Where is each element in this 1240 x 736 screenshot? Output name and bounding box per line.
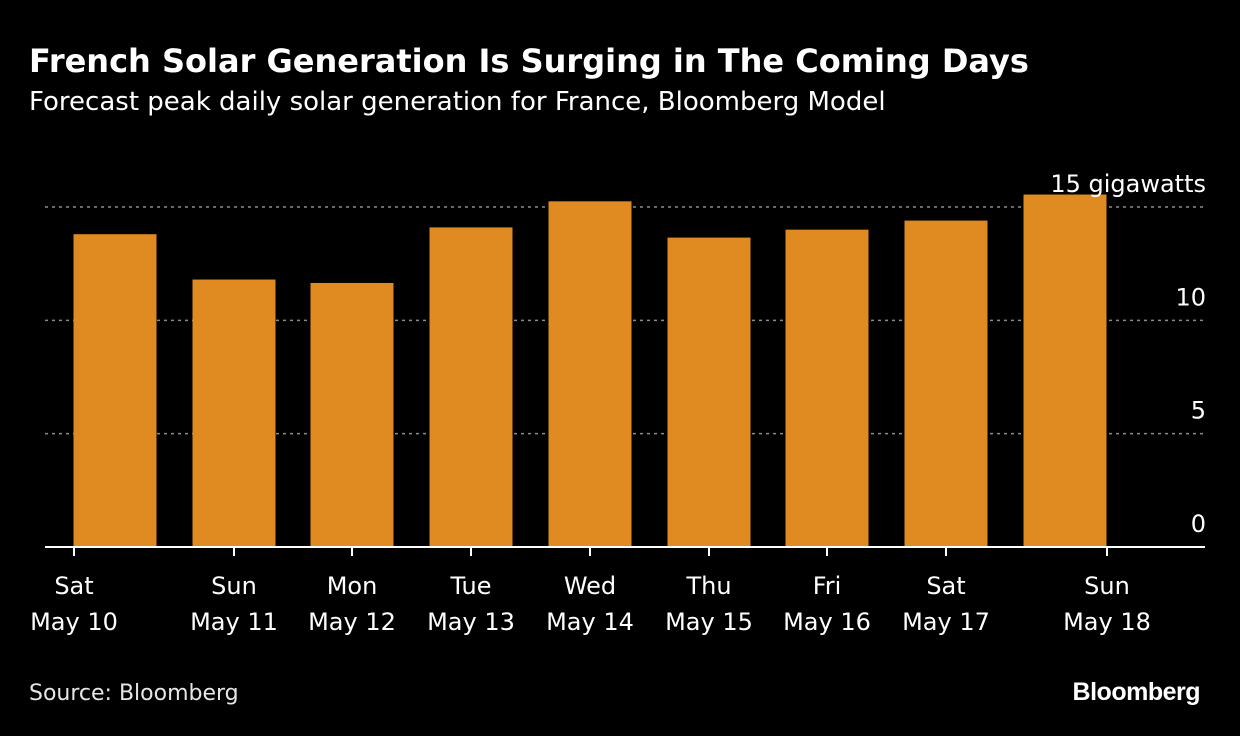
bar [548, 201, 632, 548]
x-tick-label-day: Wed [564, 572, 616, 600]
x-tick-label-day: Tue [450, 572, 492, 600]
bars [73, 194, 1107, 548]
bar [1023, 194, 1107, 548]
bar [429, 227, 513, 547]
x-tick-label-date: May 11 [190, 608, 278, 636]
x-tick-label-day: Sun [211, 572, 257, 600]
x-tick-label-date: May 10 [30, 608, 118, 636]
x-tick-label-day: Mon [327, 572, 378, 600]
chart-subtitle: Forecast peak daily solar generation for… [29, 87, 886, 117]
x-axis [45, 546, 1205, 556]
x-tick-labels: Sat May 10 Sun May 11 Mon May 12 Tue May 13 Wed M… [30, 572, 1151, 636]
bar [310, 282, 394, 547]
x-tick-label-date: May 14 [546, 608, 634, 636]
bar [904, 220, 988, 547]
y-tick-label: 15 gigawatts [1050, 170, 1206, 198]
bar [785, 229, 869, 547]
x-tick-label-day: Thu [685, 572, 731, 600]
x-tick-label-day: Sat [54, 572, 93, 600]
x-tick-label-date: May 13 [427, 608, 515, 636]
y-tick-label: 5 [1191, 397, 1206, 425]
x-tick-label-date: May 12 [308, 608, 396, 636]
y-tick-label: 10 [1175, 283, 1206, 311]
y-tick-labels: 0 5 10 15 gigawatts [1050, 170, 1206, 538]
x-tick-label-day: Sun [1084, 572, 1130, 600]
y-tick-label: 0 [1191, 510, 1206, 538]
x-tick-label-day: Fri [813, 572, 842, 600]
bar [667, 237, 751, 547]
x-tick-label-date: May 16 [783, 608, 871, 636]
x-tick-label-date: May 17 [902, 608, 990, 636]
x-tick-label-date: May 18 [1063, 608, 1151, 636]
gridlines [45, 206, 1205, 435]
source-note: Source: Bloomberg [29, 681, 239, 706]
x-tick-label-day: Sat [926, 572, 965, 600]
bar [192, 279, 276, 547]
bloomberg-logo: Bloomberg [1072, 678, 1201, 706]
x-tick-label-date: May 15 [665, 608, 753, 636]
bar [73, 234, 157, 547]
chart-title: French Solar Generation Is Surging in Th… [29, 42, 1029, 80]
